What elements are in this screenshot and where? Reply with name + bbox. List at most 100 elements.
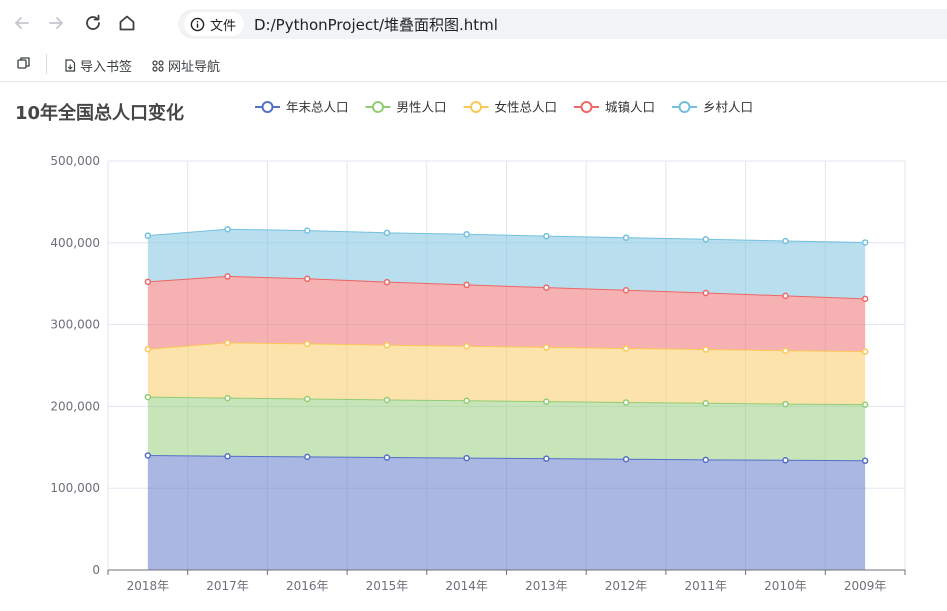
data-point[interactable] <box>702 236 709 243</box>
home-button[interactable] <box>115 11 139 35</box>
data-point[interactable] <box>861 348 869 355</box>
data-point[interactable] <box>144 232 152 239</box>
data-point[interactable] <box>463 281 470 289</box>
data-point[interactable] <box>463 231 470 238</box>
legend-item[interactable]: 城镇人口 <box>574 100 655 115</box>
x-tick-label: 2009年 <box>844 579 887 593</box>
chart-container: 10年全国总人口变化 0 100,000 200,000 300,000 400,000… <box>0 83 947 611</box>
data-point[interactable] <box>782 400 789 408</box>
legend-marker <box>470 101 482 113</box>
data-point[interactable] <box>224 273 231 280</box>
area-乡村人口[interactable] <box>147 229 866 299</box>
data-point[interactable] <box>782 347 789 354</box>
data-point[interactable] <box>622 234 630 241</box>
data-point[interactable] <box>304 395 311 403</box>
data-point[interactable] <box>782 237 789 245</box>
data-point[interactable] <box>383 454 391 461</box>
stacked-area-chart[interactable]: 0 100,000 200,000 300,000 400,000 500,000 2018… <box>0 83 947 611</box>
tab-actions-button[interactable] <box>17 56 31 70</box>
data-point[interactable] <box>144 345 152 353</box>
data-point[interactable] <box>702 400 709 407</box>
data-point[interactable] <box>463 454 470 462</box>
line-男性人口 <box>147 396 866 406</box>
area-年末总人口[interactable] <box>147 455 866 570</box>
data-point[interactable] <box>622 455 630 463</box>
data-point[interactable] <box>463 342 470 350</box>
data-point[interactable] <box>543 232 550 240</box>
data-point[interactable] <box>622 399 630 406</box>
data-point[interactable] <box>144 452 152 459</box>
data-point[interactable] <box>861 457 869 465</box>
data-point[interactable] <box>224 394 231 402</box>
url-text[interactable]: D:/PythonProject/堆叠面积图.html <box>254 16 498 34</box>
x-tick-label: 2017年 <box>206 579 249 593</box>
data-point[interactable] <box>304 275 311 283</box>
data-point[interactable] <box>224 339 231 347</box>
data-point[interactable] <box>622 286 630 294</box>
legend-marker <box>261 101 274 113</box>
y-tick-label: 300,000 <box>50 318 100 332</box>
legend-marker <box>580 101 593 113</box>
data-point[interactable] <box>383 229 391 237</box>
data-point[interactable] <box>782 292 789 300</box>
grid-icon <box>152 59 164 72</box>
x-tick-label: 2010年 <box>764 579 807 593</box>
legend-label: 城镇人口 <box>605 100 655 115</box>
chart-title: 10年全国总人口变化 <box>15 103 185 124</box>
data-point[interactable] <box>543 455 550 462</box>
area-女性总人口[interactable] <box>147 342 866 405</box>
data-point[interactable] <box>861 239 869 246</box>
data-point[interactable] <box>383 278 391 286</box>
data-point[interactable] <box>702 456 709 464</box>
data-point[interactable] <box>463 397 470 405</box>
x-tick-label: 2014年 <box>445 579 488 593</box>
reload-button[interactable] <box>81 11 105 35</box>
legend-marker <box>372 101 384 113</box>
legend-item[interactable]: 男性人口 <box>365 100 447 115</box>
home-icon <box>119 15 135 31</box>
legend-item[interactable]: 乡村人口 <box>672 100 753 115</box>
data-point[interactable] <box>383 341 391 349</box>
site-nav-label: 网址导航 <box>168 60 221 75</box>
data-point[interactable] <box>383 396 391 404</box>
site-nav-button[interactable]: 网址导航 <box>152 56 220 75</box>
y-tick-label: 400,000 <box>50 236 100 250</box>
y-tick-label: 200,000 <box>50 399 100 413</box>
x-tick-label: 2018年 <box>127 579 170 593</box>
back-button[interactable] <box>10 11 34 35</box>
area-城镇人口[interactable] <box>147 276 866 352</box>
data-point[interactable] <box>304 453 311 461</box>
data-point[interactable] <box>144 393 152 401</box>
legend-item[interactable]: 年末总人口 <box>255 100 349 115</box>
forward-button[interactable] <box>44 11 68 35</box>
data-point[interactable] <box>543 398 550 405</box>
legend-item[interactable]: 女性总人口 <box>463 100 558 115</box>
line-女性总人口 <box>147 342 866 353</box>
info-chip-label: 文件 <box>210 18 237 34</box>
bookmarks-bar: 导入书签 网址导航 <box>0 46 947 82</box>
x-tick-label: 2011年 <box>684 579 727 593</box>
data-point[interactable] <box>304 227 311 234</box>
site-info-chip[interactable]: 文件 <box>184 12 245 36</box>
data-point[interactable] <box>224 225 231 233</box>
data-point[interactable] <box>622 345 630 352</box>
data-point[interactable] <box>782 457 789 464</box>
address-bar[interactable]: 文件 D:/PythonProject/堆叠面积图.html <box>178 9 947 39</box>
file-icon <box>65 59 76 72</box>
data-point[interactable] <box>702 346 709 353</box>
back-arrow-icon <box>15 17 29 29</box>
data-point[interactable] <box>144 278 152 286</box>
data-point[interactable] <box>543 284 550 291</box>
area-男性人口[interactable] <box>147 397 866 461</box>
x-tick-label: 2015年 <box>366 579 409 593</box>
tabs-icon <box>17 57 30 69</box>
import-bookmarks-button[interactable]: 导入书签 <box>64 56 132 75</box>
x-tick-label: 2012年 <box>605 579 648 593</box>
data-point[interactable] <box>224 453 231 460</box>
data-point[interactable] <box>304 340 311 348</box>
data-point[interactable] <box>543 344 550 351</box>
x-tick-label: 2013年 <box>525 579 568 593</box>
data-point[interactable] <box>861 401 869 408</box>
data-point[interactable] <box>702 289 709 297</box>
data-point[interactable] <box>861 295 869 303</box>
